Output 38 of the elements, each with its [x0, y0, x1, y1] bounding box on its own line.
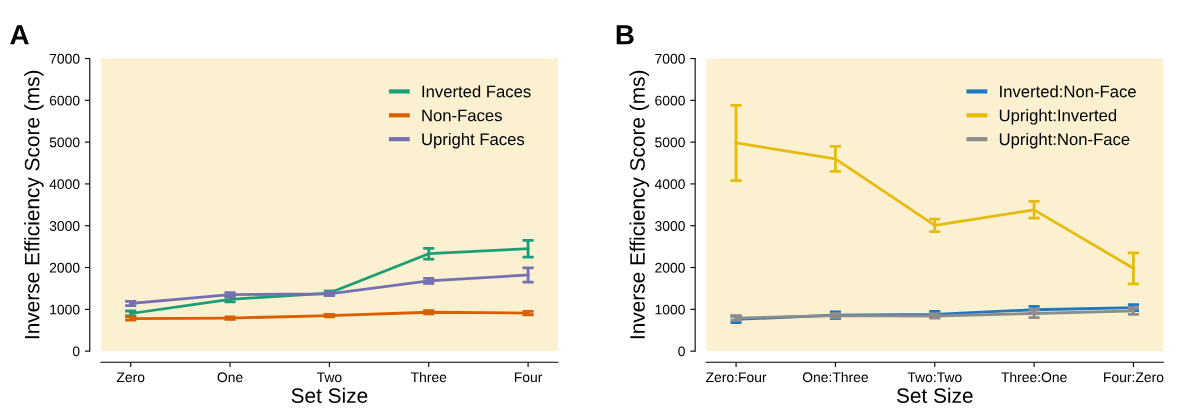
chart-title: B — [616, 25, 634, 45]
legend-label: Inverted Faces — [422, 85, 531, 98]
y-tick-label: 2000 — [655, 262, 685, 273]
y-tick-label: 0 — [678, 346, 685, 357]
x-tick-label: Two — [316, 372, 342, 383]
y-tick-label: 7000 — [655, 53, 685, 64]
y-tick-label: 7000 — [49, 53, 80, 64]
y-tick-label: 6000 — [655, 95, 685, 106]
y-tick-label: 3000 — [49, 221, 80, 231]
x-axis-title: Set Size — [291, 387, 368, 403]
x-tick-label: One — [217, 372, 243, 383]
x-tick-label: Two:Two — [907, 372, 962, 383]
x-tick-label: Three:One — [1001, 371, 1067, 383]
x-axis-title: Set Size — [896, 387, 973, 403]
x-tick-label: Zero:Four — [706, 372, 767, 383]
x-tick-label: Zero — [116, 372, 145, 383]
y-tick-label: 5000 — [655, 137, 685, 148]
legend-label: Non-Faces — [422, 109, 502, 122]
y-tick-label: 5000 — [49, 137, 80, 148]
y-tick-label: 1000 — [655, 304, 685, 315]
legend-label: Upright Faces — [422, 132, 525, 149]
legend-label: Upright:Non-Face — [999, 132, 1130, 149]
x-tick-label: Three — [410, 371, 447, 383]
y-axis-title: Inverse Efficiency Score (ms) — [629, 70, 649, 339]
legend-label: Upright:Inverted — [999, 109, 1117, 125]
x-tick-label: Four — [514, 372, 543, 383]
y-tick-label: 1000 — [50, 304, 80, 315]
chart-title: A — [10, 25, 29, 45]
x-tick-label: Four:Zero — [1104, 372, 1164, 383]
y-tick-label: 0 — [72, 346, 80, 357]
y-tick-label: 6000 — [49, 95, 80, 106]
y-axis-title: Inverse Efficiency Score (ms) — [24, 70, 44, 339]
y-tick-label: 2000 — [49, 262, 80, 273]
x-tick-label: One:Three — [802, 371, 868, 383]
y-tick-label: 3000 — [655, 221, 685, 231]
y-tick-label: 4000 — [49, 179, 80, 190]
legend-label: Inverted:Non-Face — [1000, 85, 1136, 98]
y-tick-label: 4000 — [654, 179, 685, 190]
